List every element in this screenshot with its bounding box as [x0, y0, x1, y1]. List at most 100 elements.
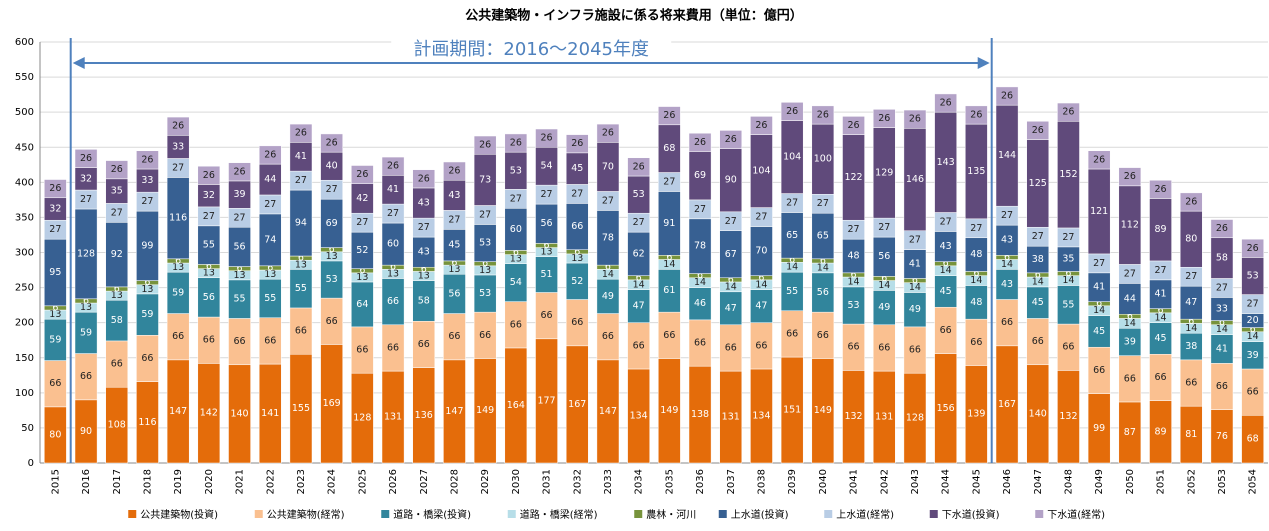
- data-label: 14: [633, 279, 645, 290]
- data-label: 27: [1216, 282, 1228, 293]
- data-label: 41: [1093, 282, 1105, 293]
- data-label: 6: [513, 247, 519, 258]
- legend-swatch: [381, 510, 390, 518]
- data-label: 45: [940, 286, 952, 297]
- data-label: 6: [1188, 316, 1194, 327]
- data-label: 6: [605, 262, 611, 273]
- data-label: 27: [1247, 299, 1259, 310]
- data-label: 116: [169, 213, 187, 224]
- bar-segment: [320, 133, 343, 153]
- data-label: 27: [80, 194, 92, 205]
- data-label: 6: [298, 253, 304, 264]
- data-label: 66: [1093, 365, 1105, 376]
- data-label: 27: [571, 188, 583, 199]
- data-label: 169: [323, 398, 341, 409]
- x-tick-label: 2021: [235, 469, 246, 494]
- data-label: 27: [295, 175, 307, 186]
- bar-segment: [1118, 167, 1142, 187]
- data-label: 26: [203, 170, 215, 181]
- data-label: 26: [448, 166, 460, 177]
- data-label: 41: [387, 184, 399, 195]
- data-label: 26: [694, 137, 706, 148]
- data-label: 132: [844, 411, 862, 422]
- data-label: 39: [234, 189, 246, 200]
- data-label: 59: [172, 287, 184, 298]
- data-label: 32: [49, 203, 61, 214]
- legend-swatch: [128, 510, 137, 518]
- y-tick-label: 50: [21, 423, 34, 434]
- legend-swatch: [254, 510, 263, 518]
- data-label: 6: [267, 262, 273, 273]
- x-tick-label: 2054: [1248, 469, 1259, 494]
- data-label: 66: [111, 359, 123, 370]
- data-label: 14: [940, 265, 952, 276]
- bar-segment: [780, 102, 804, 121]
- x-tick-label: 2032: [572, 469, 583, 494]
- data-label: 66: [326, 316, 338, 327]
- legend-label: 道路・橋梁(投資): [393, 508, 471, 521]
- bar-segment: [197, 165, 221, 185]
- data-label: 104: [752, 166, 770, 177]
- data-label: 26: [172, 121, 184, 132]
- legend-swatch: [718, 510, 727, 518]
- bar-segment: [44, 179, 67, 199]
- x-tick-label: 2046: [1002, 469, 1013, 494]
- data-label: 66: [1247, 387, 1259, 398]
- bar-segment: [688, 132, 712, 152]
- data-label: 131: [875, 412, 893, 423]
- data-label: 92: [111, 249, 123, 260]
- data-label: 66: [940, 325, 952, 336]
- data-label: 26: [970, 109, 982, 120]
- data-label: 26: [510, 138, 522, 149]
- x-tick-label: 2037: [726, 469, 737, 494]
- x-tick-label: 2030: [511, 469, 522, 494]
- data-label: 141: [261, 408, 279, 419]
- data-label: 56: [817, 287, 829, 298]
- x-tick-label: 2053: [1217, 469, 1228, 494]
- data-label: 67: [725, 249, 737, 260]
- data-label: 147: [169, 406, 187, 417]
- data-label: 90: [725, 175, 737, 186]
- data-label: 69: [694, 170, 706, 181]
- data-label: 13: [203, 268, 215, 279]
- data-label: 39: [1124, 336, 1136, 347]
- data-label: 78: [694, 241, 706, 252]
- data-label: 6: [206, 261, 212, 272]
- data-label: 14: [602, 269, 614, 280]
- data-label: 129: [875, 167, 893, 178]
- bar-segment: [750, 116, 773, 135]
- data-label: 26: [878, 113, 890, 124]
- data-label: 6: [1096, 298, 1102, 309]
- data-label: 68: [663, 143, 675, 154]
- data-label: 42: [356, 193, 368, 204]
- legend-swatch: [824, 510, 833, 518]
- data-label: 52: [571, 276, 583, 287]
- data-label: 6: [1004, 252, 1010, 263]
- data-label: 147: [599, 406, 617, 417]
- data-label: 33: [141, 175, 153, 186]
- bar-segment: [596, 123, 620, 143]
- data-label: 144: [998, 150, 1016, 161]
- data-label: 14: [1216, 324, 1228, 335]
- data-label: 13: [234, 270, 246, 281]
- data-label: 39: [1247, 350, 1259, 361]
- data-label: 47: [725, 303, 737, 314]
- bar-segment: [1241, 238, 1264, 258]
- data-label: 70: [755, 246, 767, 257]
- data-label: 38: [1032, 254, 1044, 265]
- data-label: 33: [1216, 303, 1228, 314]
- data-label: 66: [633, 340, 645, 351]
- data-label: 6: [820, 255, 826, 266]
- data-label: 41: [1216, 343, 1228, 354]
- data-label: 66: [479, 330, 491, 341]
- y-tick-label: 100: [15, 388, 34, 399]
- data-label: 55: [1062, 299, 1074, 310]
- data-label: 6: [943, 258, 949, 269]
- data-label: 32: [203, 190, 215, 201]
- bar-segment: [658, 106, 681, 126]
- data-label: 26: [633, 161, 645, 172]
- y-tick-label: 400: [15, 177, 34, 188]
- data-label: 80: [49, 429, 61, 440]
- x-tick-label: 2019: [173, 469, 184, 494]
- bar-segment: [136, 150, 159, 170]
